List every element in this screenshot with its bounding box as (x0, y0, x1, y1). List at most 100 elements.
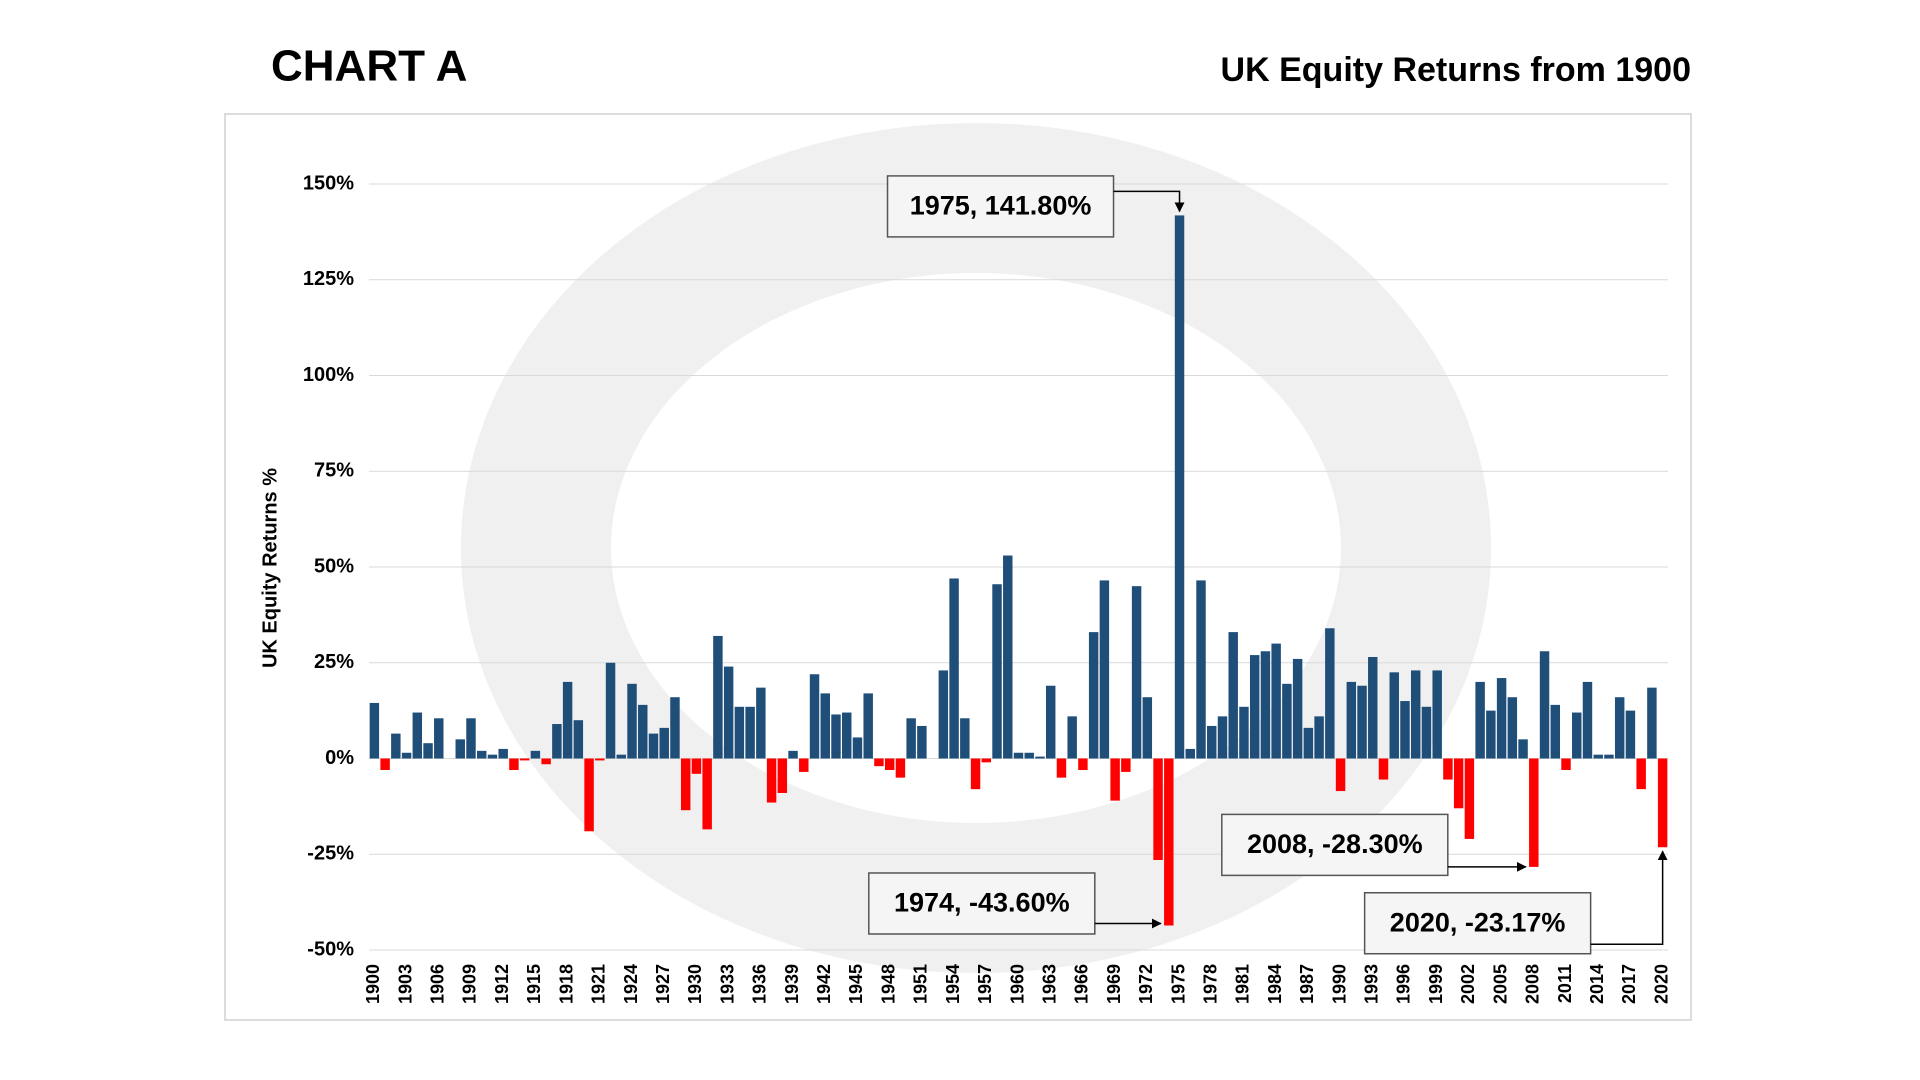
annotation-label: 1975, 141.80% (910, 191, 1092, 221)
y-tick-label: 125% (303, 268, 354, 290)
bar (1217, 716, 1228, 759)
bar (1378, 758, 1389, 780)
bar (1260, 651, 1271, 759)
bar (756, 687, 766, 759)
bar (648, 733, 659, 759)
x-tick-label: 1978 (1200, 964, 1220, 1004)
bar (1410, 670, 1421, 759)
bar (616, 754, 627, 759)
bar (1389, 672, 1399, 759)
y-axis-label: UK Equity Returns % (259, 468, 281, 668)
bar (949, 578, 959, 759)
bar (1539, 651, 1550, 759)
annotation-box (1363, 891, 1592, 955)
bar (1507, 697, 1518, 759)
x-tick-label: 1915 (524, 964, 544, 1004)
bar (584, 758, 594, 832)
y-tick-label: 50% (314, 555, 354, 577)
x-tick-label: 2008 (1523, 964, 1543, 1004)
x-tick-label: 1975 (1168, 964, 1188, 1004)
bar (723, 666, 734, 759)
bar (1271, 643, 1281, 759)
annotation-label: 1974, -43.60% (894, 888, 1070, 918)
x-tick-label: 1936 (750, 964, 770, 1004)
bar (1003, 555, 1013, 759)
bar (595, 758, 605, 761)
bar (1088, 632, 1099, 759)
x-tick-label: 1987 (1297, 964, 1317, 1004)
bar (1110, 758, 1120, 801)
bar (1572, 712, 1582, 759)
bar (466, 718, 476, 759)
x-tick-label: 1921 (589, 964, 609, 1004)
bar (1314, 716, 1324, 759)
bar (745, 706, 755, 759)
bar (852, 737, 863, 759)
x-tick-label: 1903 (395, 964, 415, 1004)
bar (1228, 632, 1238, 759)
bar (1024, 752, 1034, 759)
x-tick-label: 1945 (846, 964, 866, 1004)
x-tick-label: 2002 (1458, 964, 1478, 1004)
bar (638, 704, 648, 759)
bar (1550, 704, 1561, 759)
annotation: 2008, -28.30% (1221, 813, 1527, 877)
x-tick-label: 1963 (1039, 964, 1059, 1004)
bar (1078, 758, 1088, 770)
bar (799, 758, 809, 772)
bar (938, 670, 949, 759)
bar (831, 714, 841, 759)
bar (659, 727, 669, 759)
bar (423, 743, 433, 759)
bar (1335, 758, 1346, 792)
bar (627, 683, 637, 759)
bar (1453, 758, 1464, 809)
chart-subtitle: UK Equity Returns from 1900 (1221, 51, 1691, 89)
bar (1067, 716, 1077, 759)
x-tick-label: 1939 (782, 964, 802, 1004)
bar (981, 758, 992, 763)
annotation: 1974, -43.60% (868, 872, 1162, 935)
bar (734, 706, 745, 759)
y-tick-label: 75% (314, 460, 354, 482)
bar (1121, 758, 1131, 772)
bar (1045, 685, 1056, 759)
x-tick-label: 1918 (556, 964, 576, 1004)
bar (1196, 580, 1206, 759)
x-tick-label: 1969 (1104, 964, 1124, 1004)
bar (434, 718, 444, 759)
x-tick-label: 1927 (653, 964, 673, 1004)
bar (509, 758, 519, 770)
x-tick-label: 1930 (685, 964, 705, 1004)
bar (1303, 727, 1314, 759)
x-tick-label: 2017 (1619, 964, 1639, 1004)
bar (1185, 748, 1195, 759)
bar (842, 712, 852, 759)
x-tick-label: 1960 (1007, 964, 1027, 1004)
x-tick-label: 1984 (1265, 964, 1285, 1004)
annotation-arrow (1590, 850, 1668, 945)
bar (788, 750, 798, 759)
bar (1013, 752, 1024, 759)
x-tick-label: 1942 (814, 964, 834, 1004)
bar (1582, 681, 1593, 759)
bar (680, 758, 691, 811)
bar (1647, 687, 1657, 759)
bar (1142, 697, 1153, 759)
bar (391, 733, 401, 759)
x-tick-label: 1924 (621, 964, 641, 1004)
bar (691, 758, 702, 774)
bar (1325, 628, 1335, 759)
x-tick-label: 1993 (1362, 964, 1382, 1004)
bar (1421, 706, 1432, 759)
chart-title: CHART A (271, 42, 467, 91)
x-tick-label: 1906 (428, 964, 448, 1004)
bar (713, 635, 723, 759)
bar (917, 725, 927, 759)
bar (1625, 710, 1636, 759)
x-tick-label: 1900 (363, 964, 383, 1004)
bar (863, 693, 873, 759)
bar (552, 724, 562, 759)
bar (1657, 758, 1668, 848)
bar (1464, 758, 1475, 839)
